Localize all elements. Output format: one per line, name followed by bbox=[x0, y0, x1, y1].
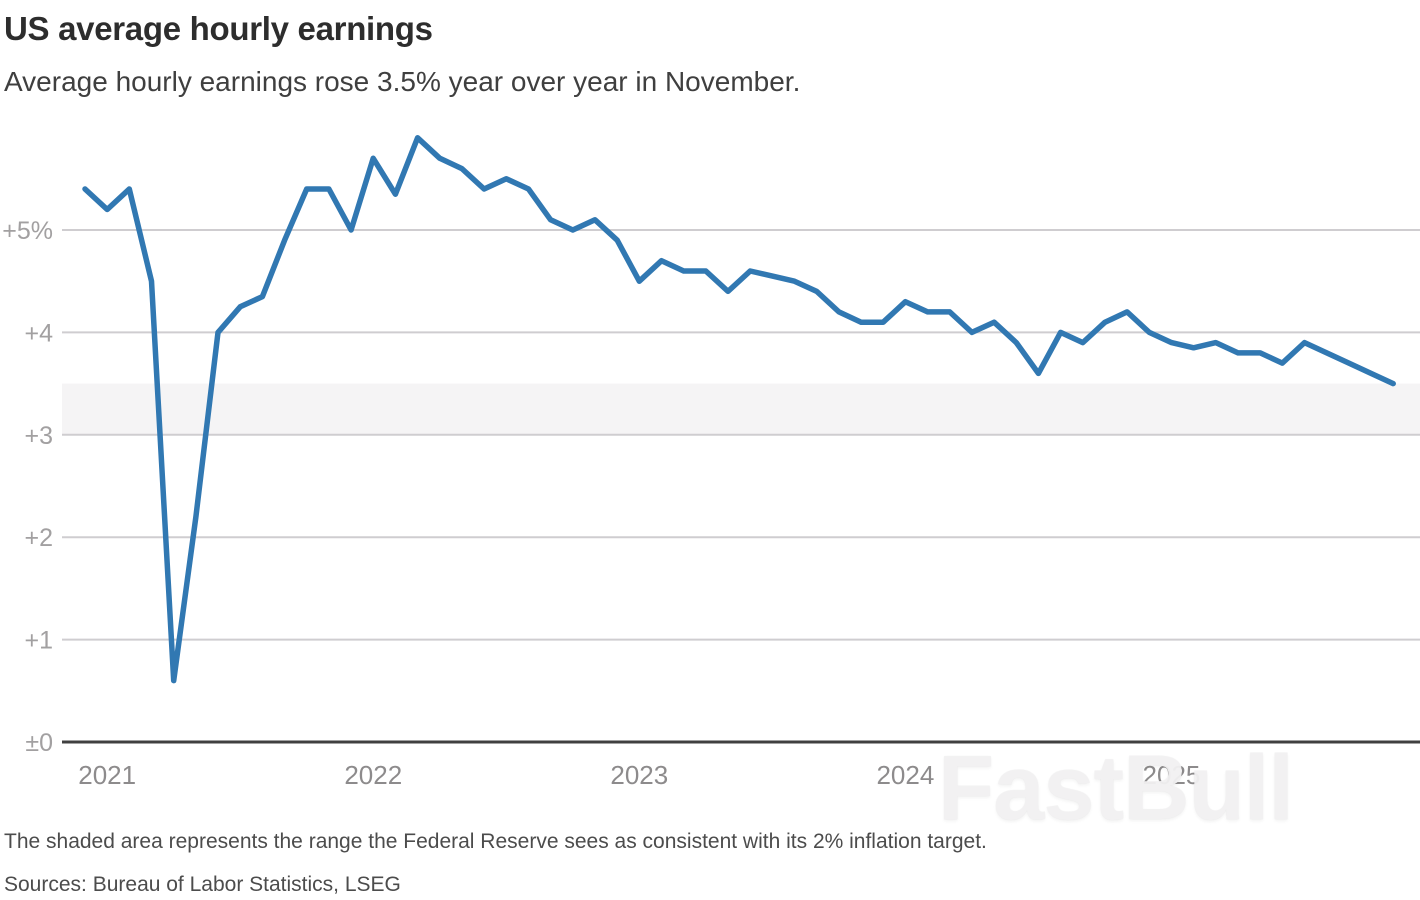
y-tick-label: +2 bbox=[24, 524, 53, 552]
chart-title: US average hourly earnings bbox=[4, 10, 433, 47]
x-tick-label: 2023 bbox=[610, 760, 668, 790]
x-tick-label: 2021 bbox=[78, 760, 136, 790]
earnings-line bbox=[82, 135, 1396, 684]
x-tick-label: 2025 bbox=[1143, 760, 1201, 790]
y-tick-label: +3 bbox=[24, 422, 53, 450]
y-tick-label: +1 bbox=[24, 627, 53, 655]
chart-subtitle: Average hourly earnings rose 3.5% year o… bbox=[4, 66, 801, 97]
y-tick-label: ±0 bbox=[25, 729, 53, 757]
x-tick-label: 2022 bbox=[344, 760, 402, 790]
fastbull-watermark: FastBull bbox=[938, 737, 1294, 839]
y-tick-label: +4 bbox=[24, 319, 53, 347]
note-sources: Sources: Bureau of Labor Statistics, LSE… bbox=[4, 873, 401, 896]
x-tick-label: 2024 bbox=[876, 760, 934, 790]
fed-target-band bbox=[62, 383, 1420, 435]
note-shaded-area: The shaded area represents the range the… bbox=[4, 830, 987, 853]
y-tick-label: +5% bbox=[2, 217, 53, 245]
